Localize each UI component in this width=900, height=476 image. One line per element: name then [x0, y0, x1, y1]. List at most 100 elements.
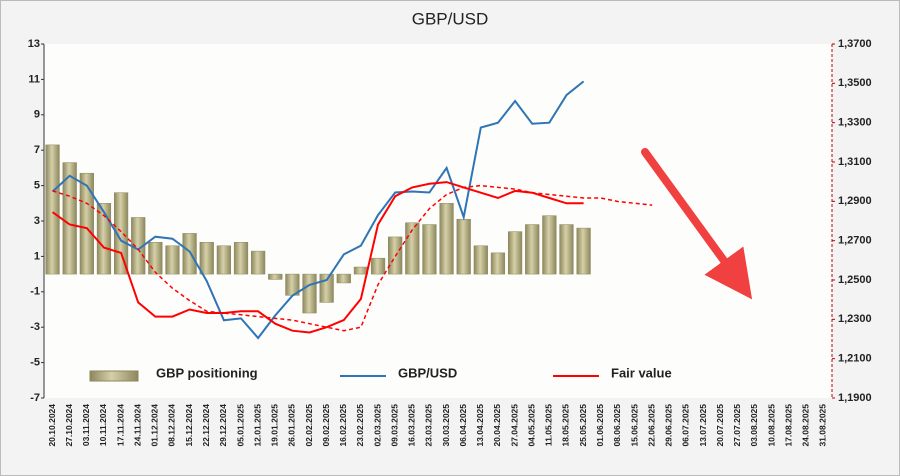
- x-tick-label: 05.01.2025: [235, 404, 245, 447]
- arrow: [641, 148, 753, 300]
- y2-tick-label: 1,2300: [838, 313, 872, 325]
- x-tick-label: 04.05.2025: [526, 404, 536, 447]
- y2-tick-label: 1,2900: [838, 195, 872, 207]
- y2-tick-label: 1,2700: [838, 235, 872, 247]
- y-tick-label: -1: [30, 286, 40, 298]
- x-tick-label: 20.04.2025: [492, 404, 502, 447]
- bar: [251, 250, 266, 275]
- y-tick-label: 13: [28, 38, 40, 50]
- bar: [542, 215, 557, 275]
- y2-tick-label: 1,3700: [838, 38, 872, 50]
- x-tick-label: 29.12.2024: [218, 404, 228, 447]
- bar: [182, 233, 197, 275]
- bar: [490, 252, 506, 275]
- x-tick-label: 17.11.2024: [115, 404, 125, 446]
- bar: [576, 227, 591, 275]
- bar: [336, 273, 351, 284]
- bar: [456, 218, 471, 275]
- y-tick-label: 3: [34, 215, 40, 227]
- legend-label: Fair value: [611, 365, 672, 380]
- y2-tick-label: 1,2100: [838, 353, 872, 365]
- line: [52, 184, 653, 332]
- x-tick-label: 23.03.2025: [424, 404, 434, 447]
- x-tick-label: 26.01.2025: [287, 404, 297, 447]
- y2-tick-label: 1,3500: [838, 77, 872, 89]
- y2-tick-label: 1,3100: [838, 156, 872, 168]
- y-tick-label: -3: [30, 321, 40, 333]
- bar: [45, 144, 60, 275]
- x-tick-label: 29.06.2025: [664, 404, 674, 447]
- legend-swatch: [89, 370, 139, 382]
- x-tick-label: 31.08.2025: [818, 404, 828, 447]
- y-tick-label: 1: [34, 250, 40, 262]
- x-tick-label: 16.02.2025: [338, 404, 348, 447]
- x-tick-label: 06.04.2025: [458, 404, 468, 447]
- bar: [233, 241, 249, 275]
- bar: [353, 266, 369, 275]
- x-tick-label: 24.11.2024: [132, 404, 142, 446]
- x-tick-label: 09.03.2025: [389, 404, 399, 447]
- y-tick-label: 11: [28, 73, 40, 85]
- x-tick-label: 24.08.2025: [801, 404, 811, 447]
- chart-title: GBP/USD: [412, 9, 489, 28]
- x-tick-label: 20.07.2025: [715, 404, 725, 447]
- y-tick-label: 9: [34, 109, 40, 121]
- x-tick-label: 01.06.2025: [595, 404, 605, 447]
- bar: [148, 241, 163, 275]
- bar: [268, 273, 283, 280]
- x-tick-label: 30.03.2025: [441, 404, 451, 447]
- x-tick-label: 15.12.2024: [184, 404, 194, 447]
- bar: [199, 241, 214, 275]
- plot-area: [44, 44, 832, 398]
- bar: [507, 231, 523, 275]
- y-tick-label: -7: [30, 392, 40, 404]
- y2-tick-label: 1,2500: [838, 274, 872, 286]
- x-tick-label: 20.10.2024: [47, 404, 57, 447]
- bar: [370, 257, 386, 275]
- x-tick-label: 02.03.2025: [372, 404, 382, 447]
- x-tick-label: 23.02.2025: [355, 404, 365, 447]
- y-tick-label: -5: [30, 357, 40, 369]
- x-tick-label: 22.12.2024: [201, 404, 211, 447]
- x-tick-label: 10.08.2025: [766, 404, 776, 447]
- bar: [473, 245, 488, 275]
- x-tick-label: 27.07.2025: [732, 404, 742, 447]
- bar: [422, 224, 437, 275]
- x-tick-label: 10.11.2024: [98, 404, 108, 446]
- x-tick-label: 06.07.2025: [681, 404, 691, 447]
- x-tick-label: 13.04.2025: [475, 404, 485, 447]
- bar: [439, 203, 454, 275]
- y-tick-label: 5: [34, 180, 40, 192]
- x-tick-label: 18.05.2025: [561, 404, 571, 447]
- line: [52, 181, 584, 334]
- legend-label: GBP/USD: [398, 365, 457, 380]
- x-tick-label: 11.05.2025: [544, 404, 554, 446]
- legend-label: GBP positioning: [156, 365, 258, 380]
- x-tick-label: 02.02.2025: [304, 404, 314, 447]
- x-tick-label: 25.05.2025: [578, 404, 588, 447]
- bar: [165, 245, 180, 275]
- line: [51, 80, 585, 340]
- bar: [559, 224, 574, 275]
- bar: [113, 192, 129, 275]
- x-tick-label: 09.02.2025: [321, 404, 331, 447]
- x-tick-label: 27.04.2025: [509, 404, 519, 447]
- x-tick-label: 03.08.2025: [749, 404, 759, 447]
- y2-tick-label: 1,3300: [838, 117, 872, 129]
- x-tick-label: 08.12.2024: [167, 404, 177, 447]
- bar: [302, 273, 317, 314]
- x-tick-label: 27.10.2024: [64, 404, 74, 447]
- y-tick-label: 7: [34, 144, 40, 156]
- y2-tick-label: 1,1900: [838, 392, 872, 404]
- bar: [79, 172, 94, 275]
- x-tick-label: 19.01.2025: [270, 404, 280, 447]
- x-tick-label: 03.11.2024: [81, 404, 91, 446]
- x-tick-label: 16.03.2025: [407, 404, 417, 447]
- x-tick-label: 22.06.2025: [646, 404, 656, 447]
- x-tick-label: 12.01.2025: [252, 404, 262, 447]
- bar: [525, 224, 540, 275]
- x-tick-label: 13.07.2025: [698, 404, 708, 447]
- x-tick-label: 08.06.2025: [612, 404, 622, 447]
- x-tick-label: 17.08.2025: [783, 404, 793, 447]
